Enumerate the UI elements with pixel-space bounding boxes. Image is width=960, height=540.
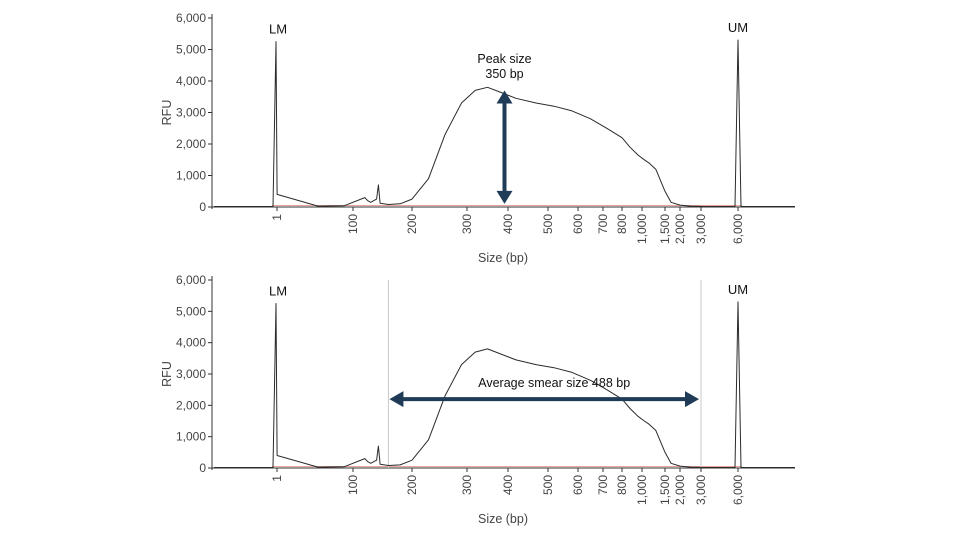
- x-tick-label: 6,000: [731, 214, 745, 244]
- y-tick-label: 3,000: [176, 106, 206, 120]
- y-tick-label: 5,000: [176, 304, 206, 318]
- y-tick-label: 6,000: [176, 273, 206, 287]
- x-tick-label: 600: [571, 214, 585, 234]
- upper-marker-label: UM: [728, 282, 748, 297]
- lower-marker-label: LM: [269, 22, 287, 37]
- x-tick-label: 100: [346, 475, 360, 495]
- y-tick-label: 1,000: [176, 430, 206, 444]
- smear-arrowhead-left: [389, 391, 404, 408]
- x-tick-label: 700: [596, 214, 610, 234]
- x-tick-label: 3,000: [694, 214, 708, 244]
- y-tick-label: 5,000: [176, 43, 206, 57]
- smear-arrowhead-right: [685, 391, 699, 408]
- x-tick-label: 600: [571, 475, 585, 495]
- x-tick-label: 400: [501, 475, 515, 495]
- peak-size-arrowhead-bottom: [496, 190, 513, 204]
- x-axis-title: Size (bp): [478, 251, 528, 265]
- x-tick-label: 800: [615, 214, 629, 234]
- peak-size-label: Peak size: [477, 52, 531, 66]
- peak-size-arrowhead-top: [496, 90, 513, 104]
- x-tick-label: 100: [346, 214, 360, 234]
- y-tick-label: 4,000: [176, 74, 206, 88]
- x-tick-label: 300: [460, 214, 474, 234]
- x-tick-label: 6,000: [731, 475, 745, 505]
- chart-panel-2: 6,000 5,000 4,000 3,000 2,000 1,000 0 RFU 1 100 20…: [160, 273, 795, 526]
- x-tick-label: 700: [596, 475, 610, 495]
- y-tick-label: 1,000: [176, 169, 206, 183]
- y-tick-label: 4,000: [176, 336, 206, 350]
- y-axis-title: RFU: [160, 100, 174, 126]
- x-tick-label: 400: [501, 214, 515, 234]
- x-tick-label: 500: [541, 214, 555, 234]
- upper-marker-label: UM: [728, 20, 748, 35]
- y-tick-label: 2,000: [176, 137, 206, 151]
- rfu-trace-line: [214, 301, 795, 468]
- x-tick-label: 800: [615, 475, 629, 495]
- x-tick-label: 1,000: [635, 475, 649, 505]
- x-tick-label: 2,000: [673, 475, 687, 505]
- x-tick-label: 1,500: [658, 214, 672, 244]
- y-tick-label: 2,000: [176, 398, 206, 412]
- x-axis-title: Size (bp): [478, 512, 528, 526]
- x-tick-label: 200: [405, 475, 419, 495]
- smear-size-label: Average smear size 488 bp: [478, 376, 630, 390]
- peak-size-value: 350 bp: [485, 67, 523, 81]
- x-tick-label: 2,000: [673, 214, 687, 244]
- y-tick-label: 3,000: [176, 367, 206, 381]
- x-tick-label: 1,500: [658, 475, 672, 505]
- y-tick-label: 0: [199, 461, 206, 475]
- y-tick-label: 0: [199, 200, 206, 214]
- chart-panel-1: 6,000 5,000 4,000 3,000 2,000 1,000 0 RFU 1 100 20…: [160, 11, 795, 265]
- x-tick-label: 3,000: [694, 475, 708, 505]
- y-axis-title: RFU: [160, 361, 174, 387]
- x-tick-label: 500: [541, 475, 555, 495]
- x-tick-label: 1,000: [635, 214, 649, 244]
- x-tick-label: 1: [270, 475, 284, 482]
- rfu-trace-line: [214, 39, 795, 207]
- x-tick-label: 200: [405, 214, 419, 234]
- y-tick-label: 6,000: [176, 11, 206, 25]
- x-tick-label: 1: [270, 214, 284, 221]
- x-tick-label: 300: [460, 475, 474, 495]
- lower-marker-label: LM: [269, 284, 287, 299]
